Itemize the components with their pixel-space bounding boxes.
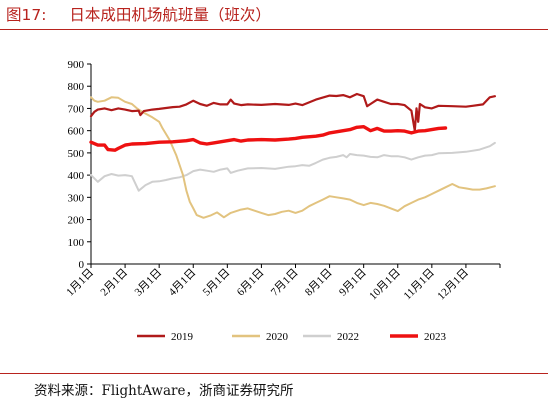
x-tick-label: 5月1日 xyxy=(201,267,233,299)
legend-label-2023: 2023 xyxy=(424,331,447,343)
line-chart: 0 100 200 300 400 500 600 700 800 900 1月1日 2月1日 3月1日… xyxy=(64,59,501,343)
x-tick-label: 8月1日 xyxy=(303,267,335,299)
top-divider xyxy=(0,29,548,30)
x-tick-label: 10月1日 xyxy=(367,267,403,303)
y-tick-label: 100 xyxy=(68,237,85,249)
x-tick-label: 7月1日 xyxy=(269,267,301,299)
x-tick-label: 12月1日 xyxy=(435,267,471,303)
series-line-2022 xyxy=(90,141,496,192)
x-tick-label: 4月1日 xyxy=(167,267,199,299)
y-tick-label: 200 xyxy=(68,215,85,227)
legend-label-2019: 2019 xyxy=(171,331,194,343)
figure-title-row: 图17: 日本成田机场航班量（班次） xyxy=(6,3,271,27)
x-tick-label: 2月1日 xyxy=(98,267,130,299)
series-line-2023 xyxy=(89,125,448,152)
legend-label-2022: 2022 xyxy=(337,331,359,343)
y-tick-label: 900 xyxy=(68,59,85,71)
series-line-2019 xyxy=(89,92,496,132)
series-line-2020 xyxy=(90,96,496,219)
bottom-divider xyxy=(0,373,548,374)
figure-title: 日本成田机场航班量（班次） xyxy=(69,6,271,24)
y-tick-label: 700 xyxy=(68,103,85,115)
legend-label-2020: 2020 xyxy=(266,331,289,343)
x-tick-label: 6月1日 xyxy=(235,267,267,299)
y-tick-label: 0 xyxy=(79,259,85,271)
x-tick-label: 1月1日 xyxy=(64,267,96,299)
y-tick-label: 600 xyxy=(68,126,85,138)
source-note: 资料来源：FlightAware，浙商证券研究所 xyxy=(34,383,294,399)
y-tick-label: 400 xyxy=(68,170,85,182)
x-tick-label: 9月1日 xyxy=(337,267,369,299)
y-tick-label: 300 xyxy=(68,192,85,204)
y-tick-label: 500 xyxy=(68,148,85,160)
x-tick-label: 3月1日 xyxy=(132,267,164,299)
figure-number: 图17: xyxy=(6,6,47,24)
x-tick-label: 11月1日 xyxy=(402,267,437,302)
y-tick-label: 800 xyxy=(68,81,85,93)
